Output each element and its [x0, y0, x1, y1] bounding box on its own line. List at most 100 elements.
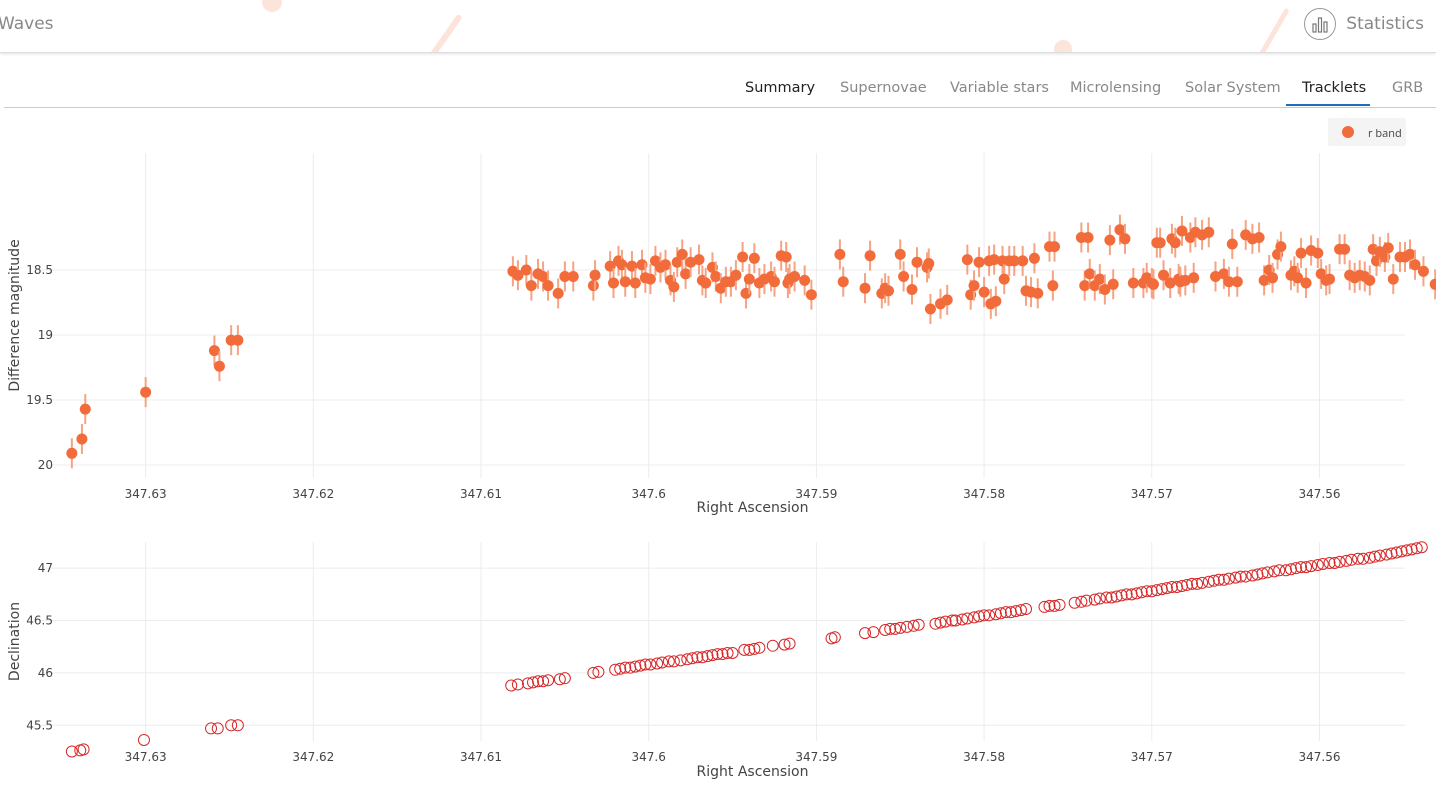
data-point	[780, 251, 792, 263]
data-point	[949, 614, 962, 627]
magnitude-chart: 347.63 347.62 347.61 347.6 347.59 347.58 347.5…	[7, 153, 1436, 516]
data-point	[232, 334, 244, 346]
data-point	[1300, 561, 1313, 574]
statistics-link[interactable]: Statistics	[1304, 8, 1424, 40]
data-point	[766, 639, 779, 652]
tab-summary[interactable]: Summary	[745, 80, 816, 96]
data-point	[1147, 278, 1159, 290]
data-point	[867, 626, 880, 639]
data-point	[211, 722, 224, 735]
data-point	[686, 652, 699, 665]
tab-solar-system[interactable]: Solar System	[1185, 80, 1281, 96]
x-tick-label: 347.57	[1131, 750, 1173, 764]
data-point	[711, 648, 724, 661]
data-point	[894, 248, 906, 260]
data-point	[805, 289, 817, 301]
data-point	[968, 280, 980, 292]
data-point	[1160, 582, 1173, 595]
data-point	[961, 612, 974, 625]
data-point	[1079, 280, 1091, 292]
data-point	[668, 281, 680, 293]
data-point	[911, 256, 923, 268]
data-point	[961, 254, 973, 266]
data-point	[946, 614, 959, 627]
data-point	[520, 264, 532, 276]
data-point	[1119, 233, 1131, 245]
data-point	[1382, 242, 1394, 254]
declination-chart: 347.63 347.62 347.61 347.6 347.59 347.58 347.5…	[7, 541, 1428, 780]
data-point	[700, 277, 712, 289]
data-point	[1222, 572, 1235, 585]
data-point	[525, 280, 537, 292]
tab-supernovae[interactable]: Supernovae	[840, 80, 927, 96]
x-tick-label: 347.59	[795, 487, 837, 501]
data-point	[558, 672, 571, 685]
data-point	[66, 447, 78, 459]
data-point	[1404, 248, 1416, 260]
data-point	[879, 623, 892, 636]
data-point	[225, 719, 238, 732]
data-point	[898, 271, 910, 282]
data-point	[674, 654, 687, 667]
y-tick-label: 19.5	[26, 393, 53, 407]
data-point	[1127, 277, 1139, 289]
data-point	[1239, 570, 1252, 583]
x-tick-label: 347.63	[125, 750, 167, 764]
data-point	[1300, 277, 1312, 289]
x-tick-label: 347.62	[292, 487, 334, 501]
data-point	[939, 615, 952, 628]
data-point	[1075, 595, 1088, 608]
x-axis-title: Right Ascension	[697, 500, 809, 516]
data-point	[1169, 237, 1181, 249]
data-point	[726, 647, 739, 660]
data-point	[884, 622, 897, 635]
data-point	[743, 273, 755, 285]
data-point	[1043, 599, 1056, 612]
data-point	[537, 271, 549, 282]
data-point	[1100, 591, 1113, 604]
data-point	[1181, 578, 1194, 591]
y-tick-label: 45.5	[26, 718, 53, 732]
data-point	[691, 651, 704, 664]
data-point	[1295, 561, 1308, 574]
data-point	[1261, 566, 1274, 579]
data-point	[956, 613, 969, 626]
y-tick-label: 46.5	[26, 614, 53, 628]
data-point	[205, 722, 218, 735]
bar-chart-icon[interactable]	[1304, 8, 1337, 40]
data-point	[79, 403, 91, 415]
data-point	[1032, 287, 1044, 299]
tab-tracklets[interactable]: Tracklets	[1302, 80, 1367, 96]
data-point	[778, 638, 791, 651]
data-point	[768, 276, 780, 288]
data-point	[639, 658, 652, 671]
data-point	[1104, 234, 1116, 246]
tab-microlensing[interactable]: Microlensing	[1070, 80, 1162, 96]
data-point	[1114, 224, 1126, 236]
data-point	[828, 631, 841, 644]
data-point	[1417, 265, 1429, 277]
data-point	[1311, 559, 1324, 572]
data-point	[1357, 552, 1370, 565]
y-tick-label: 46	[38, 666, 53, 680]
data-point	[231, 719, 244, 732]
data-point	[1047, 280, 1059, 292]
data-point	[1339, 243, 1351, 255]
data-point	[505, 679, 518, 692]
data-point	[900, 620, 913, 633]
data-point	[1028, 252, 1040, 264]
data-point	[889, 622, 902, 635]
header-decoration	[262, 0, 282, 12]
data-point	[1158, 269, 1170, 281]
data-point	[1107, 278, 1119, 290]
tab-grb[interactable]: GRB	[1392, 80, 1424, 96]
data-point	[1008, 255, 1020, 267]
data-point	[1188, 272, 1200, 284]
data-point	[589, 269, 601, 281]
tab-variable-stars[interactable]: Variable stars	[950, 80, 1049, 96]
data-point	[1207, 574, 1220, 587]
app-title[interactable]: Waves	[0, 14, 54, 34]
data-point	[651, 657, 664, 670]
data-point	[567, 271, 579, 282]
chart-legend[interactable]: r band	[1328, 118, 1406, 146]
